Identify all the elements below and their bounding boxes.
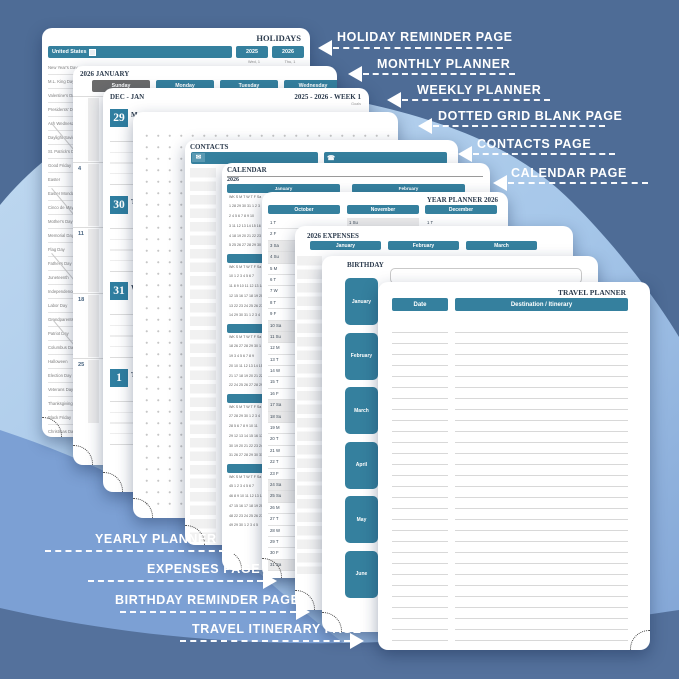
corner-curl-decoration [295,590,315,610]
weekly-range: DEC - JAN [110,93,145,101]
email-header-bar: ✉ [191,152,318,164]
corner-curl-decoration [222,550,242,570]
date-column-lines [392,322,448,641]
month-bar: October [268,205,340,214]
month-tab: June [345,550,378,598]
month-bar: November [347,205,419,214]
holiday-date-2025: Wed, 1 [248,60,260,64]
phone-header-bar: ☎ [324,152,447,164]
holidays-title: HOLIDAYS [256,33,301,43]
expense-row-boxes [297,256,322,574]
country-selector: United States [48,46,232,58]
expenses-title: 2026 EXPENSES [307,232,359,240]
date-number: 18 [78,296,85,303]
mini-month-table: January WK S M T W T F Sa 1 28 29 30 31 … [227,184,340,254]
contact-row-boxes [190,168,216,544]
date-number: 4 [78,165,82,172]
year-planner-title: YEAR PLANNER 2026 [426,196,498,204]
date-number: 25 [78,362,85,368]
year-column-2025: 2025 [236,46,268,58]
year-column-2026: 2026 [272,46,304,58]
corner-curl-decoration [103,472,123,492]
weekly-week-number: 2025 - 2026 - WEEK 1 [294,93,361,101]
holiday-date-2026: Thu, 1 [284,60,296,64]
monthly-title: 2026 JANUARY [80,70,130,78]
country-label: United States [52,49,87,55]
corner-curl-decoration [322,612,342,632]
calendar-year: 2026 [227,177,239,183]
mini-month-bar: January [227,184,340,193]
day-number-box: 29 [110,109,128,127]
destination-column-header: Destination / Itinerary [455,298,628,311]
month-tab: April [345,441,378,489]
contacts-title: CONTACTS [190,143,229,151]
holiday-row: Christmas Day [48,425,168,437]
background-wave [0,430,392,679]
expenses-month-bar: January [310,241,381,250]
date-column-header: Date [392,298,448,311]
birthday-month-tabs: January February March April May June [345,278,378,605]
month-bar: December [425,205,497,214]
background-wave-dark [0,608,679,679]
month-tab: January [345,278,378,325]
phone-icon: ☎ [327,154,336,162]
travel-planner-page: TRAVEL PLANNER Date Destination / Itiner… [378,282,650,650]
goals-note: Goals [351,102,361,106]
date-number: 11 [78,231,84,237]
day-number-box: 31 [110,282,128,300]
corner-curl-decoration [630,630,650,650]
month-tab: February [345,332,378,380]
expenses-month-bar: February [388,241,459,250]
travel-title: TRAVEL PLANNER [557,288,626,297]
destination-column-lines [455,322,628,641]
day-number-box: 1 [110,368,128,387]
mini-month-bar: February [352,184,465,193]
birthday-title: BIRTHDAY [347,261,384,269]
day-number-box: 30 [110,195,128,214]
title-rule [227,175,483,177]
mini-month-grid: WK S M T W T F Sa 45 1 2 3 4 5 6 7 46 8 … [229,474,268,528]
month-tab: May [345,496,378,543]
mini-month-grid: WK S M T W T F Sa 27 28 29 30 1 2 3 4 28… [229,404,268,458]
dropdown-icon [89,48,97,56]
expenses-month-bars: January February March [310,241,537,250]
calendar-title: CALENDAR [227,166,267,174]
mini-month-grid: WK S M T W T F Sa 1 28 29 30 31 1 2 3 2 … [229,194,266,248]
envelope-icon: ✉ [192,153,205,163]
month-tab: March [345,387,378,434]
corner-curl-decoration [73,445,93,465]
expenses-month-bar: March [466,241,537,250]
